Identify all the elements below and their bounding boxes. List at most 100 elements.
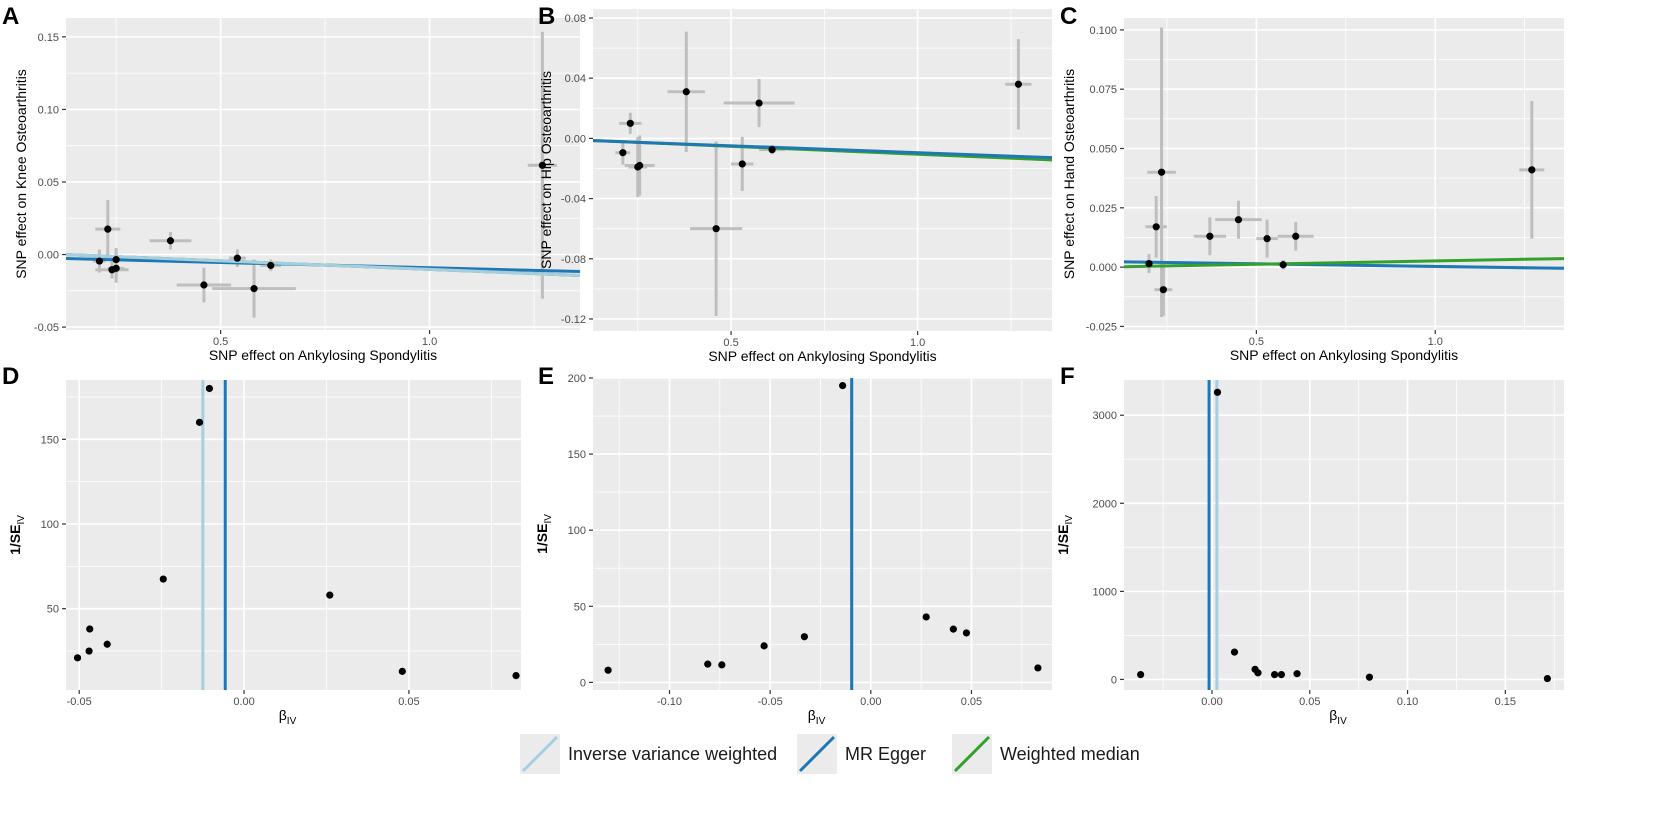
y-tick-label: 0.10 xyxy=(38,104,59,116)
y-axis-title: SNP effect on Hip Osteoarthritis xyxy=(538,71,554,269)
fit-line-mr-egger xyxy=(1124,260,1564,270)
data-point xyxy=(1152,223,1160,231)
y-tick-label: -0.08 xyxy=(561,254,586,266)
plot-background xyxy=(66,18,580,330)
y-tick-label: 0.15 xyxy=(38,32,59,44)
y-axis-title-main: 1/SE xyxy=(1055,525,1071,555)
x-tick-label: 0.00 xyxy=(860,696,881,708)
x-tick-label: 0.5 xyxy=(723,337,738,349)
panel-letter-d: D xyxy=(2,363,19,390)
x-axis-title-sub: IV xyxy=(287,716,297,727)
panel-letter-a: A xyxy=(2,3,19,30)
data-point xyxy=(962,629,971,637)
y-axis-title-main: 1/SE xyxy=(534,524,550,554)
figure-panels: 0.5 1.0 -0.05 0.00 0.05 0.10 0.15 SNP effect on… xyxy=(2,3,1564,727)
y-tick-label: 50 xyxy=(47,604,59,616)
legend: Inverse variance weighted MR Egger Weigh… xyxy=(0,730,1669,780)
y-tick-label: 3000 xyxy=(1093,410,1117,422)
x-tick-label: 0.5 xyxy=(213,336,228,348)
data-layer xyxy=(1124,27,1564,317)
x-tick-label: 1.0 xyxy=(422,336,437,348)
panel-b: 0.5 1.0 -0.12 -0.08 -0.04 0.00 0.04 0.08 SNP eff… xyxy=(538,3,1052,364)
grid xyxy=(66,380,521,690)
data-point xyxy=(1014,80,1023,88)
grid xyxy=(593,377,1052,690)
data-point xyxy=(233,254,241,262)
grid xyxy=(66,18,580,330)
data-point xyxy=(1230,648,1239,656)
data-layer xyxy=(1137,380,1551,690)
fit-line-inverse-variance-weighted xyxy=(66,253,580,277)
panel-letter-e: E xyxy=(538,363,554,390)
y-axis-title-sub: IV xyxy=(543,514,554,524)
legend-label-weighted-median: Weighted median xyxy=(1000,744,1140,764)
data-layer xyxy=(66,31,580,318)
data-point xyxy=(538,161,546,169)
y-tick-label: 0.100 xyxy=(1089,25,1117,37)
y-tick-label: 0 xyxy=(1111,674,1117,686)
plot-background xyxy=(593,378,1052,690)
panel-letter-b: B xyxy=(538,3,555,30)
data-point xyxy=(112,256,120,264)
data-point xyxy=(636,161,644,170)
y-tick-label: 200 xyxy=(568,373,586,385)
y-tick-label: -0.04 xyxy=(561,194,586,206)
x-tick-label: 0.15 xyxy=(1495,696,1516,708)
x-tick-label: 1.0 xyxy=(910,337,925,349)
data-point xyxy=(112,264,120,272)
grid xyxy=(1124,18,1564,330)
x-tick-label: -0.10 xyxy=(657,696,682,708)
data-point xyxy=(1277,670,1286,679)
data-point xyxy=(1528,166,1536,174)
y-tick-label: 1000 xyxy=(1093,586,1117,598)
data-point xyxy=(1365,673,1374,681)
data-point xyxy=(839,382,847,390)
legend-swatch-ivw xyxy=(521,735,559,773)
y-axis-title: 1/SEIV xyxy=(1055,515,1075,555)
plot-background xyxy=(66,380,521,690)
y-tick-label: 0.025 xyxy=(1089,203,1117,215)
data-point xyxy=(738,160,746,168)
y-tick-label: 150 xyxy=(568,449,586,461)
data-point xyxy=(195,418,204,426)
data-point xyxy=(166,237,175,245)
y-tick-label: -0.025 xyxy=(1086,321,1117,333)
data-point xyxy=(398,667,406,675)
data-point xyxy=(768,146,776,154)
y-tick-label: -0.05 xyxy=(34,322,59,334)
x-axis-title: βIV xyxy=(1329,707,1347,727)
y-axis-title: 1/SEIV xyxy=(534,514,554,554)
data-point xyxy=(326,591,334,599)
y-tick-label: 0.04 xyxy=(565,73,586,85)
fit-line-weighted-median xyxy=(1124,257,1564,269)
y-tick-label: 0 xyxy=(580,677,586,689)
fit-line-mr-egger xyxy=(593,139,1052,160)
y-axis-title: SNP effect on Knee Osteoarthritis xyxy=(13,69,29,279)
y-tick-label: 2000 xyxy=(1093,498,1117,510)
plot-background xyxy=(1124,380,1564,690)
y-tick-label: 100 xyxy=(41,519,59,531)
data-point xyxy=(267,261,275,270)
data-point xyxy=(712,225,720,233)
y-tick-label: 150 xyxy=(41,434,59,446)
plot-background xyxy=(593,9,1052,331)
data-point xyxy=(200,281,208,289)
y-tick-label: 100 xyxy=(568,525,586,537)
panel-a: 0.5 1.0 -0.05 0.00 0.05 0.10 0.15 SNP effect on… xyxy=(2,3,580,363)
x-tick-label: -0.05 xyxy=(758,696,783,708)
data-point xyxy=(1263,235,1271,243)
x-axis-title: βIV xyxy=(808,707,826,727)
data-point xyxy=(1543,674,1551,683)
legend-key-mr-egger xyxy=(797,734,837,774)
data-point xyxy=(1270,670,1279,679)
y-tick-label: 0.050 xyxy=(1089,143,1117,155)
data-point xyxy=(604,666,612,674)
data-point xyxy=(512,672,520,680)
x-axis-title-main: β xyxy=(1329,707,1337,723)
data-point xyxy=(1159,286,1167,294)
x-axis-title-sub: IV xyxy=(816,716,826,727)
data-point xyxy=(104,225,112,233)
